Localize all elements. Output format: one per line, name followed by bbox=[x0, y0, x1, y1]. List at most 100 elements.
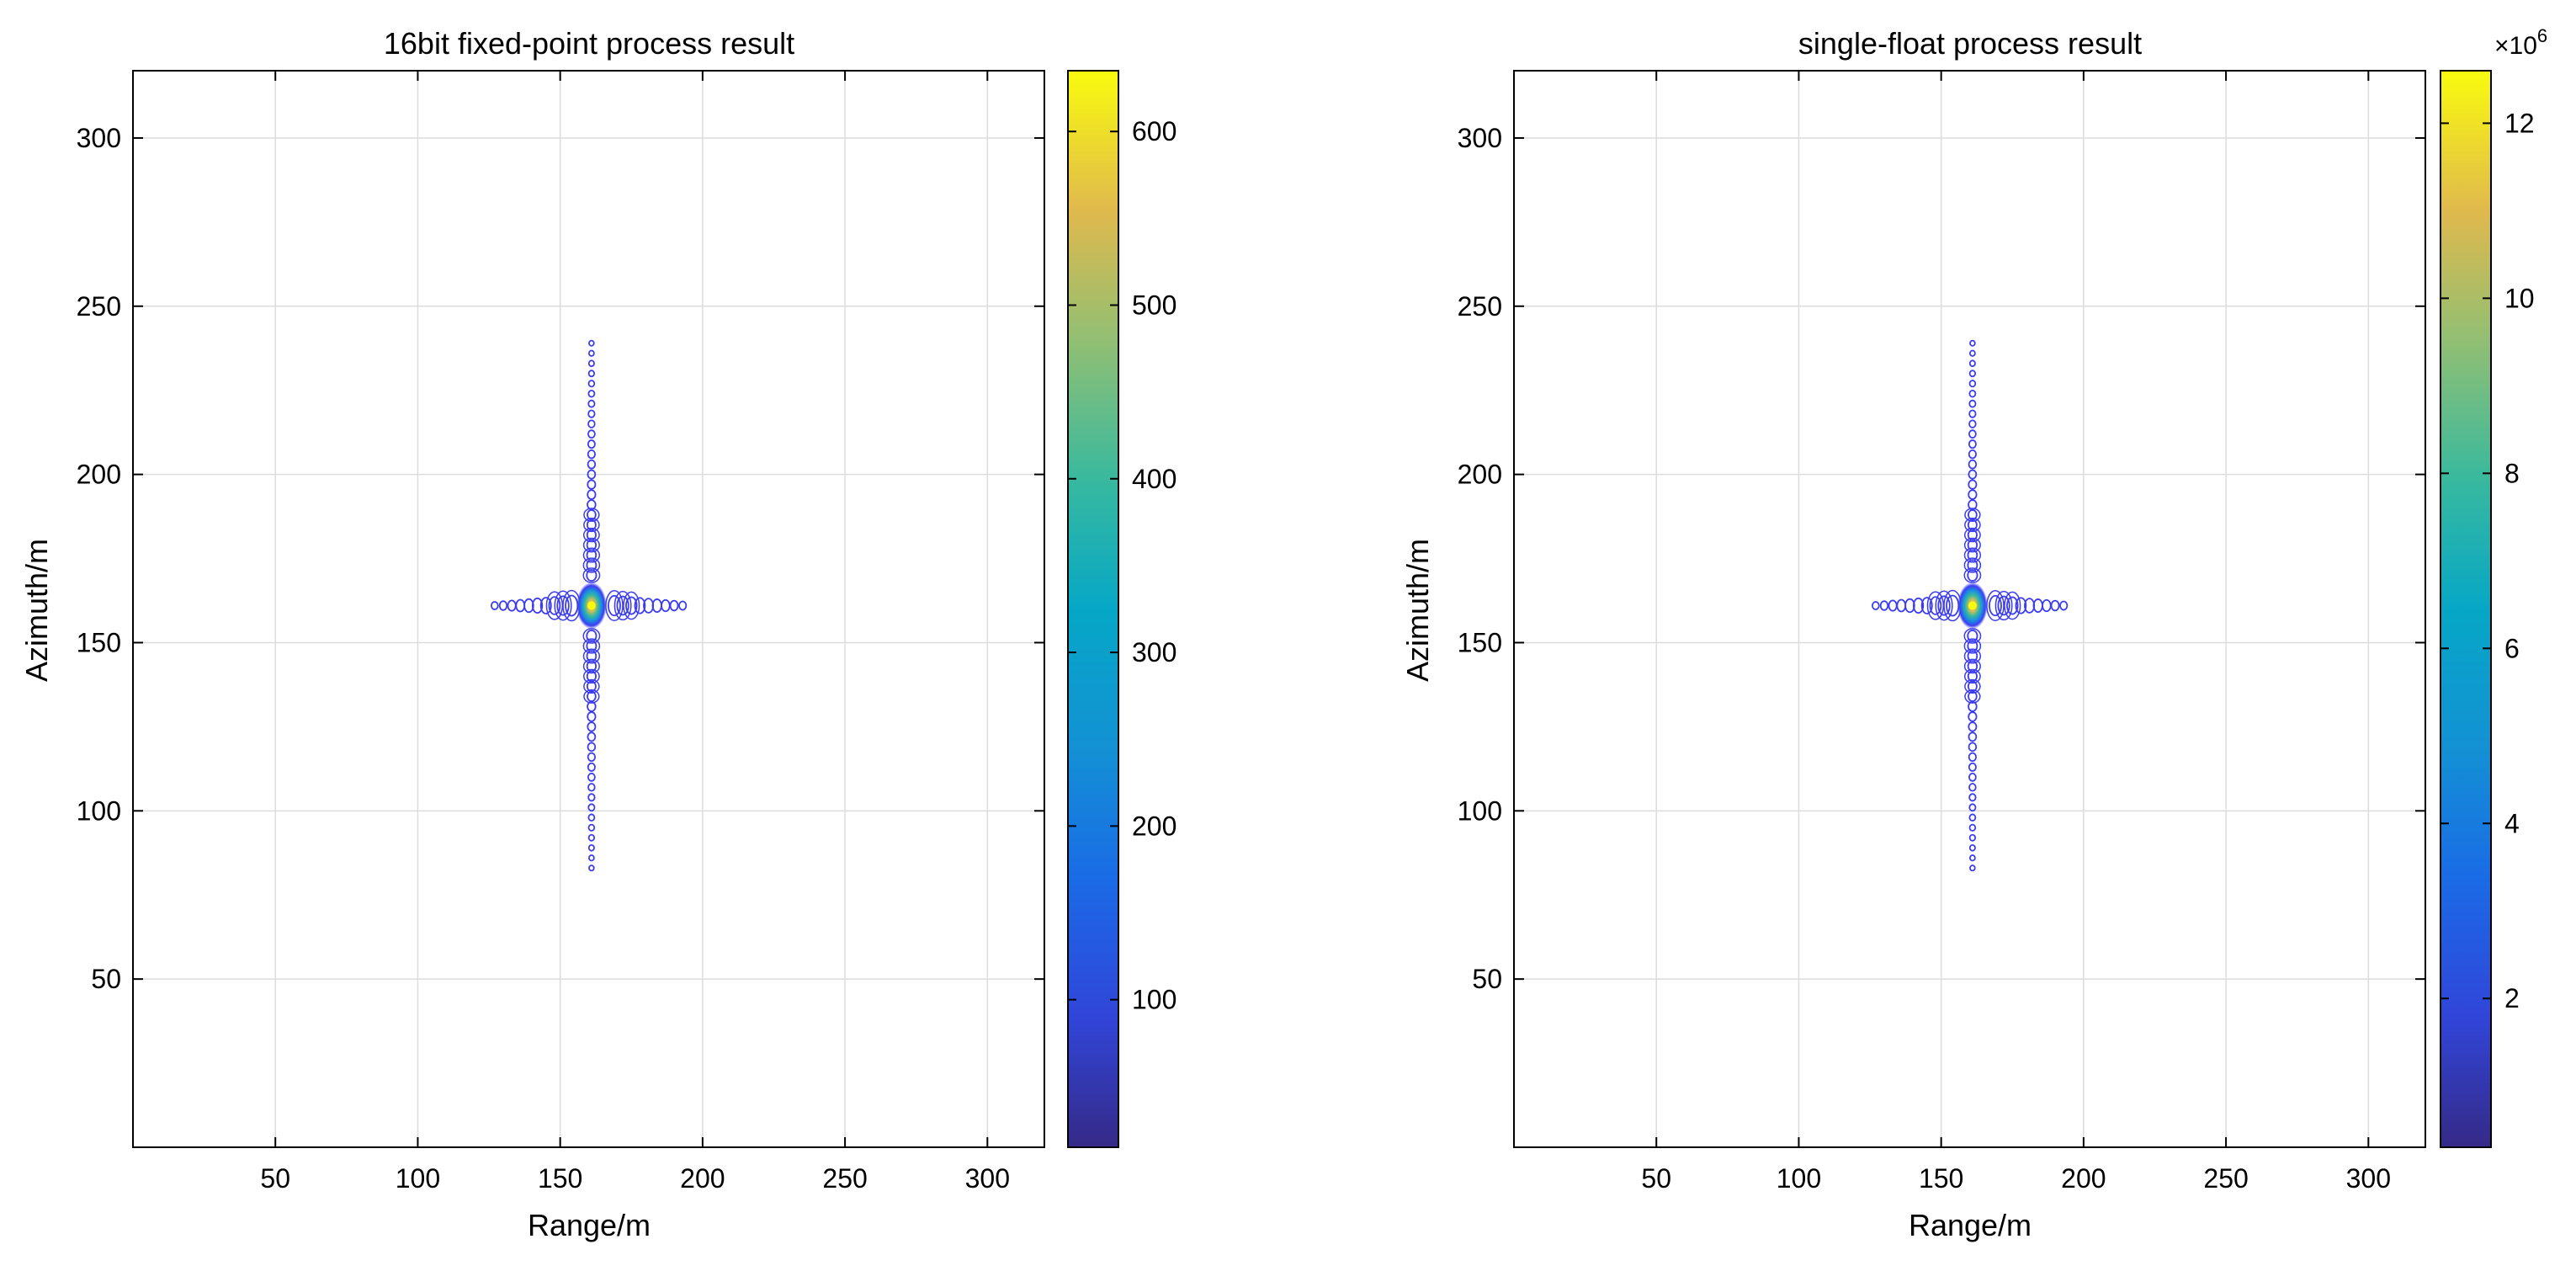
contour-ring bbox=[661, 598, 671, 613]
contour-ring bbox=[582, 638, 601, 654]
contour-ring bbox=[587, 489, 597, 500]
contour-ring bbox=[1968, 813, 1977, 822]
contour-ring bbox=[1968, 380, 1977, 388]
contour-ring bbox=[1968, 762, 1977, 772]
contour-ring bbox=[625, 596, 638, 615]
contour-ring bbox=[586, 640, 598, 652]
y-tick-label: 300 bbox=[1458, 123, 1502, 153]
contour-ring bbox=[1964, 678, 1981, 694]
contour-ring bbox=[678, 600, 688, 611]
chart-title: single-float process result bbox=[1798, 26, 2142, 61]
chart-single-float: single-float process result Range/m Azim… bbox=[1400, 25, 2547, 1242]
chart-fixed-point: 16bit fixed-point process result Range/m… bbox=[19, 26, 1176, 1242]
contour-ring bbox=[1969, 339, 1976, 347]
x-ticks: 50 100 150 200 250 300 bbox=[260, 71, 1010, 1194]
chart-title: 16bit fixed-point process result bbox=[384, 26, 794, 61]
contour-ring bbox=[583, 508, 600, 522]
contour-ring bbox=[583, 678, 600, 694]
contour-ring bbox=[1967, 640, 1978, 652]
contour-ring bbox=[1968, 409, 1977, 418]
contour-ring bbox=[1968, 783, 1977, 792]
contour-ring bbox=[587, 429, 596, 439]
contour-ring bbox=[587, 711, 597, 722]
contour-ring bbox=[1968, 499, 1978, 510]
x-tick-label: 50 bbox=[1641, 1163, 1671, 1194]
contour-ring bbox=[587, 359, 595, 368]
contour-ring bbox=[587, 439, 596, 449]
contour-ring bbox=[587, 409, 596, 418]
contour-ring bbox=[1969, 864, 1976, 872]
contour-ring bbox=[1964, 689, 1981, 704]
contour-ring bbox=[587, 783, 596, 792]
contour-ring bbox=[634, 597, 646, 614]
contour-ring bbox=[587, 854, 595, 862]
contour-ring bbox=[515, 598, 526, 613]
y-tick-label: 150 bbox=[1458, 627, 1502, 657]
contour-ring bbox=[1888, 599, 1898, 612]
y-axis-label: Azimuth/m bbox=[19, 539, 54, 682]
contour-ring bbox=[490, 601, 499, 610]
contour-ring bbox=[1968, 752, 1977, 763]
contour-ring bbox=[498, 600, 508, 611]
contour-ring bbox=[507, 599, 517, 612]
contour-ring bbox=[582, 547, 601, 563]
contour-ring bbox=[587, 380, 596, 388]
contour-ring bbox=[1964, 518, 1981, 533]
contour-ring bbox=[1963, 557, 1982, 573]
contour-plot bbox=[1871, 339, 2069, 872]
contour-ring bbox=[1963, 648, 1982, 664]
contour-ring bbox=[587, 793, 596, 802]
contour-ring bbox=[1968, 370, 1977, 378]
contour-ring bbox=[1929, 596, 1942, 615]
x-tick-label: 300 bbox=[965, 1163, 1010, 1194]
contour-ring bbox=[586, 569, 598, 582]
contour-ring bbox=[623, 591, 640, 620]
contour-ring bbox=[1968, 479, 1978, 490]
contour-ring bbox=[1871, 601, 1880, 610]
y-tick-label: 100 bbox=[1458, 795, 1502, 826]
contour-ring bbox=[1989, 594, 2002, 617]
contour-ring bbox=[1968, 459, 1978, 470]
contour-ring bbox=[669, 599, 679, 612]
y-tick-label: 200 bbox=[77, 460, 121, 490]
contour-ring bbox=[582, 668, 600, 684]
contour-ring bbox=[1968, 711, 1978, 722]
contour-ring bbox=[2050, 599, 2060, 612]
contour-ring bbox=[587, 752, 596, 763]
colorbar-ticks: 100 200 300 400 500 600 bbox=[1068, 116, 1176, 1015]
contour-ring bbox=[548, 596, 561, 615]
contour-ring bbox=[587, 459, 597, 470]
contour-ring bbox=[1963, 547, 1982, 563]
contour-ring bbox=[587, 762, 596, 772]
contour-plot bbox=[490, 339, 688, 872]
contour-ring bbox=[1967, 569, 1978, 582]
x-tick-label: 200 bbox=[680, 1163, 725, 1194]
contour-ring bbox=[1968, 429, 1977, 439]
colorbar-tick-label: 500 bbox=[1132, 290, 1176, 320]
contour-ring bbox=[554, 590, 572, 621]
contour-ring bbox=[587, 479, 597, 490]
contour-ring bbox=[587, 419, 596, 428]
x-axis-label: Range/m bbox=[528, 1208, 651, 1242]
contour-ring bbox=[587, 469, 597, 480]
contour-ring bbox=[586, 630, 598, 642]
colorbar-tick-label: 200 bbox=[1132, 811, 1176, 841]
contour-ring bbox=[1968, 721, 1978, 732]
contour-ring bbox=[2006, 596, 2019, 615]
x-axis-label: Range/m bbox=[1909, 1208, 2032, 1242]
contour-ring bbox=[1997, 595, 2010, 616]
y-axis-label: Azimuth/m bbox=[1400, 539, 1435, 682]
contour-ring bbox=[1896, 598, 1907, 613]
contour-ring bbox=[1963, 537, 1981, 553]
contour-ring bbox=[582, 648, 601, 664]
contour-ring bbox=[1968, 843, 1976, 852]
contour-ring bbox=[1968, 449, 1977, 460]
colorbar-tick-label: 4 bbox=[2504, 808, 2520, 838]
contour-ring bbox=[582, 537, 600, 553]
contour-ring bbox=[1968, 389, 1977, 398]
contour-ring bbox=[1968, 489, 1978, 500]
contour-ring bbox=[1968, 419, 1977, 428]
x-tick-label: 200 bbox=[2061, 1163, 2106, 1194]
colorbar-tick-label: 2 bbox=[2504, 983, 2520, 1013]
contour-ring bbox=[1968, 349, 1976, 357]
